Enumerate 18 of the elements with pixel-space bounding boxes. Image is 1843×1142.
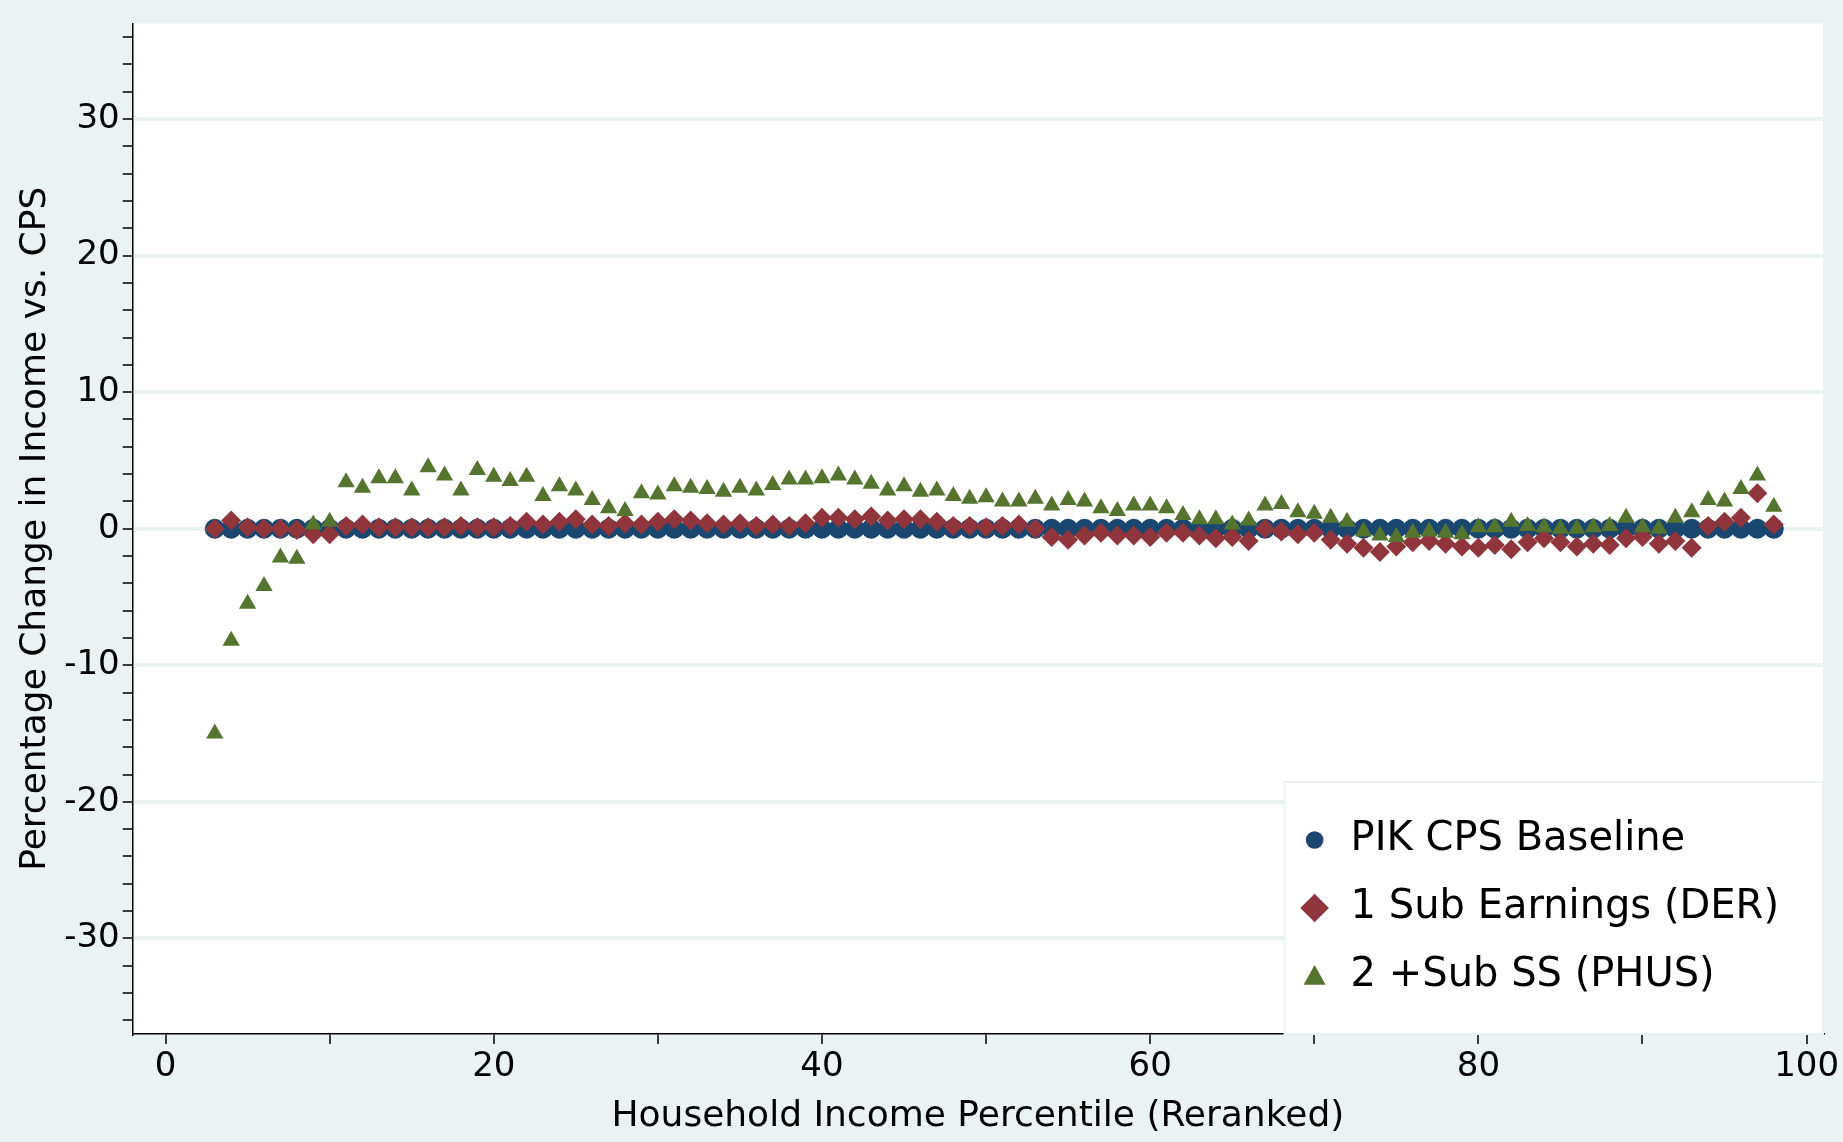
y-tick-label: 10: [76, 368, 120, 409]
legend-label: PIK CPS Baseline: [1350, 813, 1686, 860]
y-tick-label: -20: [64, 778, 120, 819]
x-tick-label: 80: [1456, 1044, 1501, 1085]
y-tick-label: 20: [76, 232, 120, 273]
y-axis-title: Percentage Change in Income vs. CPS: [11, 186, 53, 871]
legend-label: 2 +Sub SS (PHUS): [1350, 949, 1715, 996]
y-tick-label: 0: [98, 505, 120, 546]
y-tick-label: 30: [76, 95, 120, 136]
x-tick-label: 100: [1774, 1044, 1840, 1085]
x-tick-label: 0: [154, 1044, 177, 1085]
x-axis-title: Household Income Percentile (Reranked): [611, 1092, 1345, 1134]
x-tick-label: 60: [1128, 1044, 1172, 1085]
x-tick-label: 40: [800, 1044, 844, 1085]
y-tick-label: -10: [64, 642, 120, 683]
legend-label: 1 Sub Earnings (DER): [1350, 881, 1780, 928]
x-tick-label: 20: [472, 1044, 516, 1085]
y-tick-label: -30: [64, 915, 120, 956]
